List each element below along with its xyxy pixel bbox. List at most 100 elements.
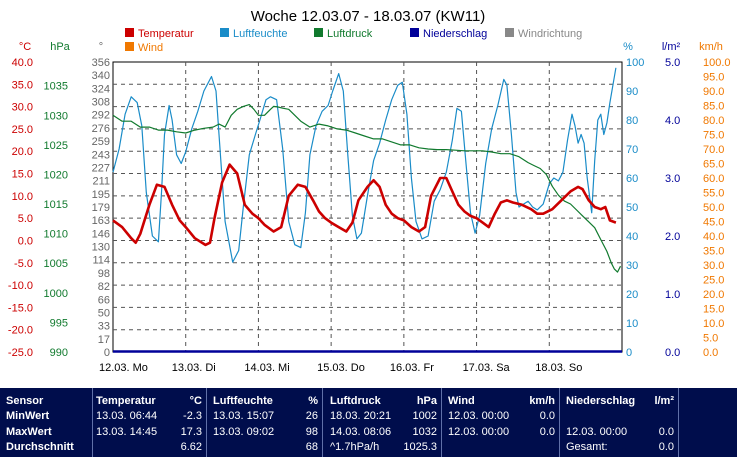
temp-tick-label: 20.0 <box>12 146 33 158</box>
luftdruck-avg-value: 1025.3 <box>403 441 437 453</box>
pressure-tick-label: 1015 <box>44 199 68 211</box>
wind-min-value: 0.0 <box>539 410 555 422</box>
rain-tick-label: 5.0 <box>665 57 680 69</box>
rain-tick-label: 0.0 <box>665 347 680 359</box>
rain-tick-label: 3.0 <box>665 173 680 185</box>
pressure-tick-label: 1010 <box>44 229 68 241</box>
luftfeuchte-min-value: 26 <box>305 410 318 422</box>
wind-header: Wind <box>448 395 475 407</box>
legend-label-temperatur: Temperatur <box>138 28 194 40</box>
humidity-tick-label: 80 <box>626 115 638 127</box>
niederschlag-total-value: 0.0 <box>658 441 674 453</box>
direction-tick-label: 82 <box>98 281 110 293</box>
pressure-tick-label: 995 <box>50 317 68 329</box>
legend-swatch-luftdruck <box>314 28 323 37</box>
wind-tick-label: 75.0 <box>703 130 724 142</box>
humidity-axis-unit: % <box>623 41 633 53</box>
direction-tick-label: 98 <box>98 268 110 280</box>
luftdruck-max-value: 1032 <box>412 426 437 438</box>
legend-swatch-wind <box>125 42 134 51</box>
temp-tick-label: -20.0 <box>8 325 33 337</box>
direction-tick-label: 130 <box>92 242 110 254</box>
niederschlag-max-value: 0.0 <box>658 426 674 438</box>
pressure-tick-label: 1035 <box>44 81 68 93</box>
humidity-tick-label: 100 <box>626 57 644 69</box>
wind-tick-label: 45.0 <box>703 217 724 229</box>
wind-tick-label: 15.0 <box>703 304 724 316</box>
temperatur-unit: °C <box>189 395 202 407</box>
wind-tick-label: 60.0 <box>703 173 724 185</box>
pressure-axis-unit: hPa <box>50 41 70 53</box>
wind-tick-label: 50.0 <box>703 202 724 214</box>
temp-tick-label: -5.0 <box>14 258 33 270</box>
temperatur-max-time: 13.03. 14:45 <box>96 426 158 438</box>
wind-tick-label: 70.0 <box>703 144 724 156</box>
wind-tick-label: 65.0 <box>703 159 724 171</box>
x-axis-labels: 12.03. Mo 13.03. Di 14.03. Mi 15.03. Do 16.0… <box>99 362 582 374</box>
wind-tick-label: 35.0 <box>703 246 724 258</box>
direction-tick-label: 356 <box>92 57 110 69</box>
luftfeuchte-unit: % <box>308 395 318 407</box>
niederschlag-max-time: 12.03. 00:00 <box>566 426 628 438</box>
luftfeuchte-header: Luftfeuchte <box>213 395 273 407</box>
pressure-tick-label: 1030 <box>44 110 68 122</box>
chart-series <box>112 67 622 353</box>
wind-tick-label: 90.0 <box>703 86 724 98</box>
direction-tick-label: 66 <box>98 294 110 306</box>
humidity-tick-label: 70 <box>626 144 638 156</box>
temp-tick-label: 40.0 <box>12 57 33 69</box>
legend-swatch-luftfeuchte <box>220 28 229 37</box>
temperatur-min-time: 13.03. 06:44 <box>96 410 158 422</box>
direction-tick-label: 211 <box>92 176 110 188</box>
direction-tick-label: 243 <box>92 149 110 161</box>
x-axis-label: 14.03. Mi <box>244 362 289 374</box>
chart-gridlines <box>113 62 622 352</box>
stats-sensor-block: Sensor MinWert MaxWert Durchschnitt <box>0 388 92 457</box>
chart-title: Woche 12.03.07 - 18.03.07 (KW11) <box>251 8 486 25</box>
rain-axis-unit: l/m² <box>662 41 681 53</box>
luftdruck-header: Luftdruck <box>330 395 381 407</box>
wind-tick-label: 100.0 <box>703 57 731 69</box>
wind-tick-label: 80.0 <box>703 115 724 127</box>
stats-luftdruck-block: Luftdruck hPa 18.03. 20:21 1002 14.03. 0… <box>322 388 441 457</box>
pressure-tick-label: 990 <box>50 347 68 359</box>
wind-tick-label: 20.0 <box>703 289 724 301</box>
axis-units: °C hPa °% l/m² km/h <box>19 41 723 53</box>
temp-tick-label: 30.0 <box>12 102 33 114</box>
temp-tick-label: -15.0 <box>8 302 33 314</box>
legend-swatch-niederschlag <box>410 28 419 37</box>
pressure-tick-label: 1020 <box>44 169 68 181</box>
luftfeuchte-avg-value: 68 <box>305 441 318 453</box>
temp-tick-label: 10.0 <box>12 191 33 203</box>
wind-tick-label: 5.0 <box>703 333 718 345</box>
humidity-tick-label: 40 <box>626 231 638 243</box>
direction-tick-label: 276 <box>92 123 110 135</box>
legend-label-niederschlag: Niederschlag <box>423 28 487 40</box>
direction-tick-label: 292 <box>92 110 110 122</box>
direction-tick-label: 0 <box>104 347 110 359</box>
axis-tick-labels: 40.0 35.0 30.0 25.0 20.0 15.0 10.0 5.0 0.0 -5.0 -1… <box>8 57 731 359</box>
direction-tick-label: 50 <box>98 307 110 319</box>
luftfeuchte-max-time: 13.03. 09:02 <box>213 426 275 438</box>
x-axis-label: 18.03. So <box>535 362 582 374</box>
temperatur-max-value: 17.3 <box>180 426 202 438</box>
direction-tick-label: 163 <box>92 215 110 227</box>
row-label-max: MaxWert <box>6 426 52 438</box>
wind-unit: km/h <box>529 395 555 407</box>
niederschlag-total-label: Gesamt: <box>566 441 608 453</box>
chart-legend: Temperatur Luftfeuchte Luftdruck Niederschl… <box>125 28 582 54</box>
direction-tick-label: 33 <box>98 321 110 333</box>
weather-week-chart: Woche 12.03.07 - 18.03.07 (KW11) Tempera… <box>8 8 731 374</box>
luftdruck-min-time: 18.03. 20:21 <box>330 410 392 422</box>
legend-swatch-temperatur <box>125 28 134 37</box>
luftfeuchte-min-time: 13.03. 15:07 <box>213 410 275 422</box>
stats-empty-block <box>678 388 737 457</box>
rain-tick-label: 2.0 <box>665 231 680 243</box>
direction-tick-label: 259 <box>92 136 110 148</box>
temp-tick-label: -10.0 <box>8 280 33 292</box>
x-axis-label: 17.03. Sa <box>463 362 511 374</box>
humidity-tick-label: 10 <box>626 318 638 330</box>
temperatur-min-value: -2.3 <box>183 410 202 422</box>
temp-tick-label: 25.0 <box>12 124 33 136</box>
direction-tick-label: 308 <box>92 97 110 109</box>
